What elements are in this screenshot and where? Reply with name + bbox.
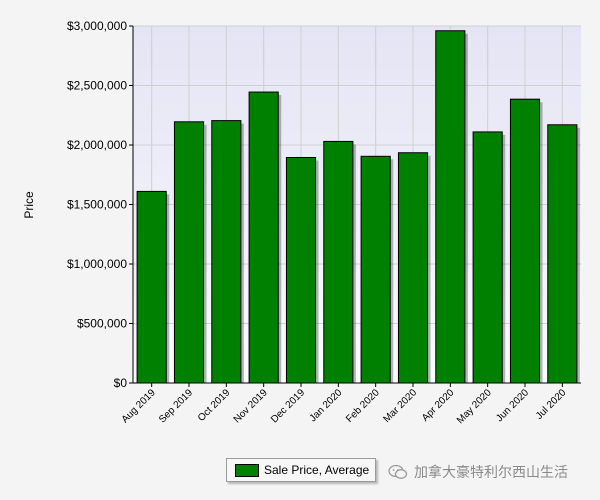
x-tick-label: Jun 2020 xyxy=(494,387,531,424)
bar xyxy=(435,30,466,384)
x-tick-label: Aug 2019 xyxy=(120,387,158,425)
x-tick-label: Dec 2019 xyxy=(269,387,307,425)
x-tick-label: Jan 2020 xyxy=(308,387,345,424)
bar xyxy=(173,121,205,384)
x-tick-label: Oct 2019 xyxy=(196,387,233,424)
y-tick-label: $2,500,000 xyxy=(67,79,127,93)
watermark-text: 加拿大豪特利尔西山生活 xyxy=(414,465,568,481)
watermark: 加拿大豪特利尔西山生活 xyxy=(388,462,568,482)
wechat-icon xyxy=(388,464,408,479)
x-tick-label: Nov 2019 xyxy=(232,387,270,425)
x-tick-label: Sep 2019 xyxy=(157,387,195,425)
bar xyxy=(360,155,391,384)
x-tick-label: May 2020 xyxy=(455,387,494,426)
bar xyxy=(472,131,503,384)
y-tick-label: $1,000,000 xyxy=(67,257,127,271)
x-tick-label: Mar 2020 xyxy=(381,387,419,425)
bars xyxy=(136,30,580,384)
y-tick-label: $0 xyxy=(114,376,128,390)
x-tick-label: Apr 2020 xyxy=(420,387,457,424)
y-tick-label: $1,500,000 xyxy=(67,198,127,212)
bar xyxy=(136,190,167,384)
bar xyxy=(509,98,541,384)
bar xyxy=(547,124,578,384)
legend-swatch xyxy=(235,463,259,477)
bar xyxy=(248,91,279,384)
bar xyxy=(323,140,354,384)
bar xyxy=(285,156,317,384)
y-tick-label: $500,000 xyxy=(77,317,127,331)
y-axis-title: Price xyxy=(22,191,36,219)
y-tick-label: $2,000,000 xyxy=(67,138,127,152)
y-tick-label: $3,000,000 xyxy=(67,19,127,33)
x-tick-label: Jul 2020 xyxy=(534,387,569,422)
legend: Sale Price, Average xyxy=(226,458,376,482)
y-tick-labels: $0 $500,000 $1,000,000 $1,500,000 $2,000,000… xyxy=(67,19,133,390)
x-tick-label: Feb 2020 xyxy=(344,387,382,425)
legend-label: Sale Price, Average xyxy=(264,463,370,477)
bar xyxy=(211,120,242,384)
bar xyxy=(397,152,429,384)
x-tick-labels: Aug 2019 Sep 2019 Oct 2019 Nov 2019 Dec 2019… xyxy=(120,383,569,426)
